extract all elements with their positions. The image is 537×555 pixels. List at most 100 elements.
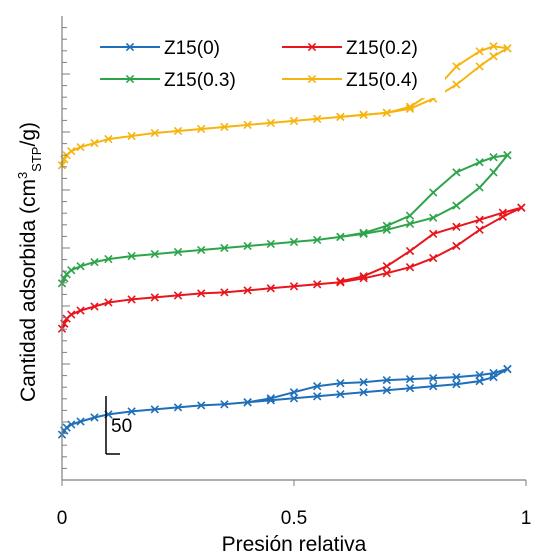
series-1-adsorption-point-12 [243, 286, 252, 295]
series-0-adsorption-point-10 [197, 401, 206, 410]
series-1-adsorption-point-20 [429, 253, 438, 263]
series-1-desorption-point-3 [452, 222, 461, 231]
series-0-desorption-point-5 [405, 374, 415, 384]
scale-bar: 50 [105, 396, 132, 455]
series-2-adsorption-point-12 [243, 241, 252, 251]
scale-bar-label: 50 [111, 416, 132, 437]
series-2-adsorption-point-7 [127, 251, 136, 261]
series-1-adsorption-point-6 [104, 298, 113, 307]
series-0-adsorption-point-21 [452, 380, 461, 389]
series-1-desorption-point-7 [359, 272, 368, 281]
series-2-adsorption-point-10 [197, 245, 206, 255]
series-0-adsorption-point-14 [289, 394, 299, 403]
series-0-desorption-point-10 [289, 388, 299, 397]
plot-area [57, 42, 526, 439]
series-3-adsorption-point-15 [313, 114, 322, 124]
series-1-desorption-point-5 [405, 246, 415, 256]
series-2-adsorption-point-3 [67, 266, 76, 275]
series-1-adsorption-point-10 [197, 289, 206, 298]
series-2-adsorption-point-9 [173, 247, 183, 257]
series-2-adsorption-point-21 [452, 201, 461, 210]
series-2-adsorption-point-22 [475, 183, 484, 192]
y-axis-title: Cantidad adsorbida (cm3STP/g) [15, 122, 44, 402]
series-1-desorption-point-4 [429, 229, 438, 239]
series-3-desorption-point-5 [405, 102, 415, 111]
series-2-desorption-point-0 [503, 151, 512, 160]
x-tick-label-0-5: 0.5 [281, 508, 307, 529]
series-1-adsorption-point-4 [76, 306, 85, 315]
series-0-desorption-point-12 [243, 398, 252, 407]
series-3-desorption-point-3 [452, 62, 461, 71]
series-0-desorption-point-4 [429, 373, 438, 383]
series-3-desorption-point-0 [503, 44, 512, 53]
series-1-adsorption-point-11 [220, 288, 229, 297]
series-1 [57, 203, 526, 333]
y-axis-title-sup: 3 [15, 172, 30, 179]
series-0-adsorption-point-9 [173, 403, 183, 412]
series-0-adsorption-point-18 [382, 386, 391, 395]
series-0-adsorption-point-17 [359, 388, 368, 397]
series-0 [57, 364, 512, 439]
series-2-desorption-point-2 [475, 158, 484, 167]
series-1-adsorption-line [61, 206, 522, 330]
legend-box [95, 30, 445, 98]
series-2-adsorption-point-15 [313, 235, 322, 245]
series-2-adsorption-line [61, 154, 509, 284]
series-1-adsorption-point-14 [289, 282, 299, 291]
series-0-desorption-point-2 [475, 370, 484, 380]
series-0-adsorption-point-8 [150, 405, 159, 414]
series-0-adsorption-point-22 [475, 376, 484, 386]
series-3-adsorption-point-14 [289, 116, 299, 126]
x-tick-label-0: 0 [57, 508, 68, 529]
legend-marker-0 [125, 42, 135, 52]
series-3-adsorption-point-5 [90, 138, 99, 148]
series-2-adsorption-point-14 [289, 237, 299, 247]
series-0-adsorption-point-19 [405, 384, 415, 393]
series-1-adsorption-point-21 [452, 241, 461, 251]
series-1-adsorption-point-15 [313, 280, 322, 289]
series-3-adsorption-point-11 [220, 122, 229, 132]
series-0-desorption-line [247, 368, 508, 404]
series-3-adsorption-point-22 [475, 62, 484, 71]
series-2-desorption-point-5 [405, 211, 415, 220]
legend-label-3: Z15(0.4) [346, 70, 418, 91]
series-1-adsorption-point-22 [475, 225, 484, 235]
series-3-adsorption-point-4 [76, 142, 85, 152]
legend-marker-2 [125, 74, 135, 84]
legend-label-1: Z15(0.2) [346, 38, 418, 59]
y-axis-title-sub: STP [29, 147, 44, 172]
series-0-adsorption-point-4 [76, 417, 85, 426]
series-2 [57, 151, 512, 288]
series-1-desorption-point-1 [498, 208, 507, 217]
series-0-adsorption-point-16 [336, 390, 345, 399]
series-2-adsorption-point-8 [150, 249, 159, 259]
series-3-desorption-point-8 [336, 112, 345, 122]
series-0-desorption-point-7 [359, 377, 368, 387]
series-3 [57, 42, 512, 170]
series-3-adsorption-point-21 [452, 80, 461, 89]
series-0-adsorption-point-20 [429, 382, 438, 391]
series-3-adsorption-point-3 [67, 146, 76, 156]
series-1-desorption-point-8 [336, 277, 345, 286]
y-axis-ticks [62, 27, 70, 481]
series-3-adsorption-point-6 [104, 134, 113, 144]
series-0-desorption-point-6 [382, 375, 391, 385]
series-1-desorption-point-0 [517, 203, 526, 212]
series-0-desorption-point-11 [266, 394, 275, 403]
x-axis-ticks [61, 480, 527, 486]
legend-label-0: Z15(0) [164, 38, 220, 59]
series-1-adsorption-point-9 [173, 291, 183, 300]
series-1-adsorption-point-13 [266, 284, 275, 293]
series-1-adsorption-point-7 [127, 295, 136, 304]
series-2-desorption-point-7 [359, 228, 368, 238]
x-axis-title: Presión relativa [222, 533, 367, 555]
series-2-adsorption-point-4 [76, 261, 85, 271]
series-3-desorption-point-6 [382, 108, 391, 118]
series-1-desorption-point-6 [382, 261, 391, 271]
series-0-adsorption-point-2 [62, 423, 71, 432]
series-0-adsorption-point-11 [220, 400, 229, 409]
series-3-adsorption-point-10 [197, 124, 206, 134]
series-3-desorption-point-1 [489, 42, 498, 51]
series-0-desorption-point-1 [489, 368, 498, 378]
